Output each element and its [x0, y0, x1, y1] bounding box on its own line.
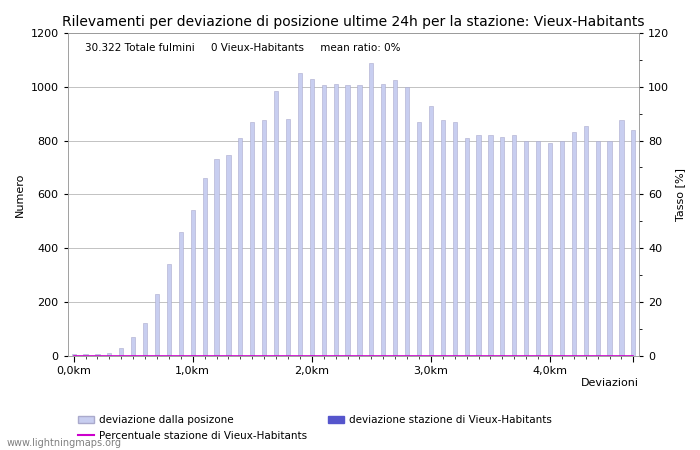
Bar [226, 155, 230, 356]
Title: Rilevamenti per deviazione di posizione ultime 24h per la stazione: Vieux-Habita: Rilevamenti per deviazione di posizione … [62, 15, 645, 29]
Legend: deviazione dalla posizone, Percentuale stazione di Vieux-Habitants, deviazione s: deviazione dalla posizone, Percentuale s… [74, 411, 556, 445]
Bar [190, 211, 195, 356]
Bar [370, 63, 373, 356]
Bar [608, 140, 612, 356]
Bar [214, 159, 218, 356]
Bar [83, 355, 88, 356]
Bar [262, 120, 266, 356]
Bar [238, 138, 242, 356]
Bar [309, 79, 314, 356]
Bar [512, 135, 517, 356]
Bar [524, 140, 528, 356]
Bar [155, 294, 159, 356]
Text: Deviazioni: Deviazioni [581, 378, 639, 388]
Bar [107, 353, 111, 356]
Bar [631, 130, 636, 356]
Bar [71, 355, 76, 356]
Bar [548, 143, 552, 356]
Bar [321, 86, 326, 356]
Bar [286, 119, 290, 356]
Y-axis label: Tasso [%]: Tasso [%] [675, 168, 685, 221]
Bar [167, 264, 171, 356]
Text: 30.322 Totale fulmini     0 Vieux-Habitants     mean ratio: 0%: 30.322 Totale fulmini 0 Vieux-Habitants … [85, 43, 400, 53]
Text: www.lightningmaps.org: www.lightningmaps.org [7, 438, 122, 448]
Bar [131, 337, 135, 356]
Bar [250, 122, 254, 356]
Bar [596, 140, 600, 356]
Bar [405, 87, 409, 356]
Bar [441, 120, 445, 356]
Bar [202, 178, 206, 356]
Bar [489, 135, 493, 356]
Bar [477, 135, 481, 356]
Bar [620, 120, 624, 356]
Bar [143, 324, 147, 356]
Bar [178, 232, 183, 356]
Bar [298, 73, 302, 356]
Bar [560, 140, 564, 356]
Bar [95, 355, 99, 356]
Bar [429, 106, 433, 356]
Y-axis label: Numero: Numero [15, 172, 25, 216]
Bar [382, 84, 386, 356]
Bar [417, 122, 421, 356]
Bar [346, 86, 349, 356]
Bar [500, 136, 505, 356]
Bar [465, 138, 469, 356]
Bar [119, 348, 123, 356]
Bar [453, 122, 457, 356]
Bar [274, 91, 278, 356]
Bar [584, 126, 588, 356]
Bar [393, 80, 398, 356]
Bar [334, 84, 337, 356]
Bar [536, 140, 540, 356]
Bar [572, 132, 576, 356]
Bar [358, 86, 361, 356]
